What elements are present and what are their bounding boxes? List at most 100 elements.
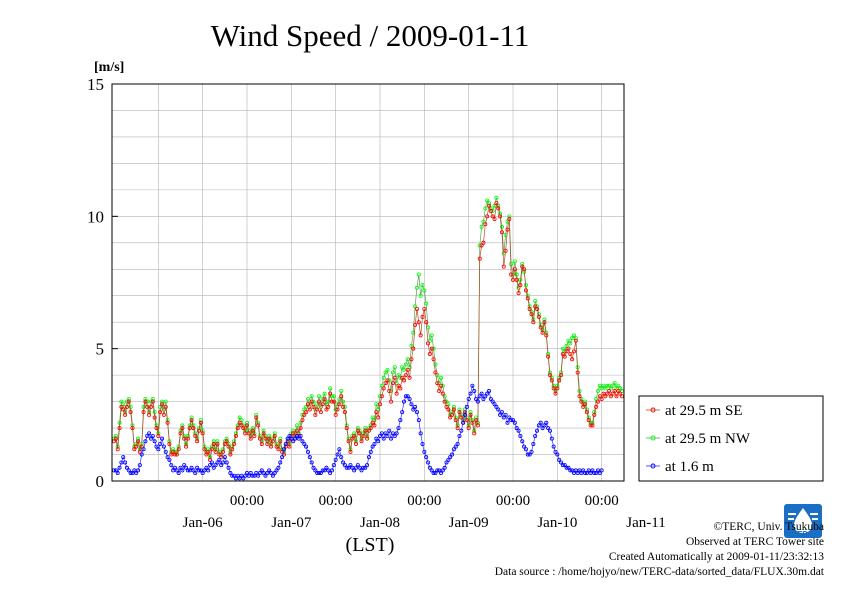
data-point — [368, 426, 373, 431]
data-point — [152, 439, 157, 444]
data-point — [217, 457, 222, 462]
data-point — [222, 441, 227, 446]
data-point — [324, 465, 329, 470]
data-point — [307, 455, 312, 460]
data-point — [169, 452, 174, 457]
data-point — [337, 402, 342, 407]
data-point — [523, 288, 528, 293]
data-point — [520, 264, 525, 269]
data-point — [317, 399, 322, 404]
x-time-label: 00:00 — [230, 493, 264, 509]
data-point — [222, 455, 227, 460]
data-point — [117, 426, 122, 431]
data-point — [161, 407, 166, 412]
data-point — [232, 473, 237, 478]
data-point — [317, 471, 322, 476]
data-point — [213, 463, 218, 468]
data-point — [618, 386, 623, 391]
chart-title: Wind Speed / 2009-01-11 — [211, 18, 530, 53]
data-point — [350, 465, 355, 470]
data-point — [315, 407, 320, 412]
data-point — [381, 386, 386, 391]
data-point — [477, 256, 482, 261]
data-point — [595, 399, 600, 404]
data-point — [553, 449, 558, 454]
data-point — [601, 391, 606, 396]
data-point — [505, 227, 510, 232]
data-point — [163, 404, 168, 409]
data-point — [461, 420, 466, 425]
data-point — [568, 351, 573, 356]
data-point — [252, 473, 257, 478]
data-point — [507, 216, 512, 221]
data-point — [137, 463, 142, 468]
data-point — [263, 436, 268, 441]
data-point — [390, 381, 395, 386]
data-point — [462, 412, 467, 417]
data-point — [450, 412, 455, 417]
data-point — [287, 434, 292, 439]
x-date-label: Jan-09 — [449, 515, 489, 531]
data-point — [438, 471, 443, 476]
data-point — [457, 407, 462, 412]
data-point — [172, 452, 177, 457]
data-point — [163, 449, 168, 454]
data-point — [566, 346, 571, 351]
data-point — [278, 436, 283, 441]
data-point — [261, 431, 266, 436]
data-point — [230, 447, 235, 452]
data-point — [494, 404, 499, 409]
data-point — [551, 444, 556, 449]
data-point — [444, 404, 449, 409]
data-point — [531, 320, 536, 325]
data-point — [427, 465, 432, 470]
data-point — [329, 394, 334, 399]
data-point — [492, 216, 497, 221]
data-point — [302, 441, 307, 446]
data-point — [492, 402, 497, 407]
data-point — [241, 426, 246, 431]
data-point — [311, 404, 316, 409]
data-point — [348, 463, 353, 468]
data-point — [583, 402, 588, 407]
data-point — [437, 389, 442, 394]
data-point — [132, 468, 137, 473]
data-point — [451, 407, 456, 412]
data-point — [113, 436, 118, 441]
data-point — [200, 471, 205, 476]
data-point — [198, 468, 203, 473]
data-point — [344, 465, 349, 470]
data-point — [134, 471, 139, 476]
data-point — [352, 434, 357, 439]
data-point — [442, 394, 447, 399]
data-point — [610, 383, 615, 388]
data-point — [339, 455, 344, 460]
data-point — [158, 441, 163, 446]
data-point — [270, 439, 275, 444]
data-point — [124, 465, 129, 470]
data-point — [597, 383, 602, 388]
data-point — [570, 468, 575, 473]
data-point — [511, 277, 516, 282]
data-point — [141, 410, 146, 415]
data-point — [608, 394, 613, 399]
data-point — [171, 449, 176, 454]
series-line-2 — [114, 384, 602, 479]
data-point — [257, 471, 262, 476]
data-point — [385, 434, 390, 439]
data-point — [370, 420, 375, 425]
data-point — [405, 394, 410, 399]
data-point — [403, 394, 408, 399]
data-point — [243, 473, 248, 478]
data-point — [256, 473, 261, 478]
data-point — [374, 436, 379, 441]
data-point — [612, 381, 617, 386]
data-point — [134, 444, 139, 449]
data-point — [383, 381, 388, 386]
data-point — [366, 428, 371, 433]
data-point — [304, 444, 309, 449]
data-point — [394, 391, 399, 396]
data-point — [490, 214, 495, 219]
data-point — [206, 449, 211, 454]
data-point — [555, 386, 560, 391]
